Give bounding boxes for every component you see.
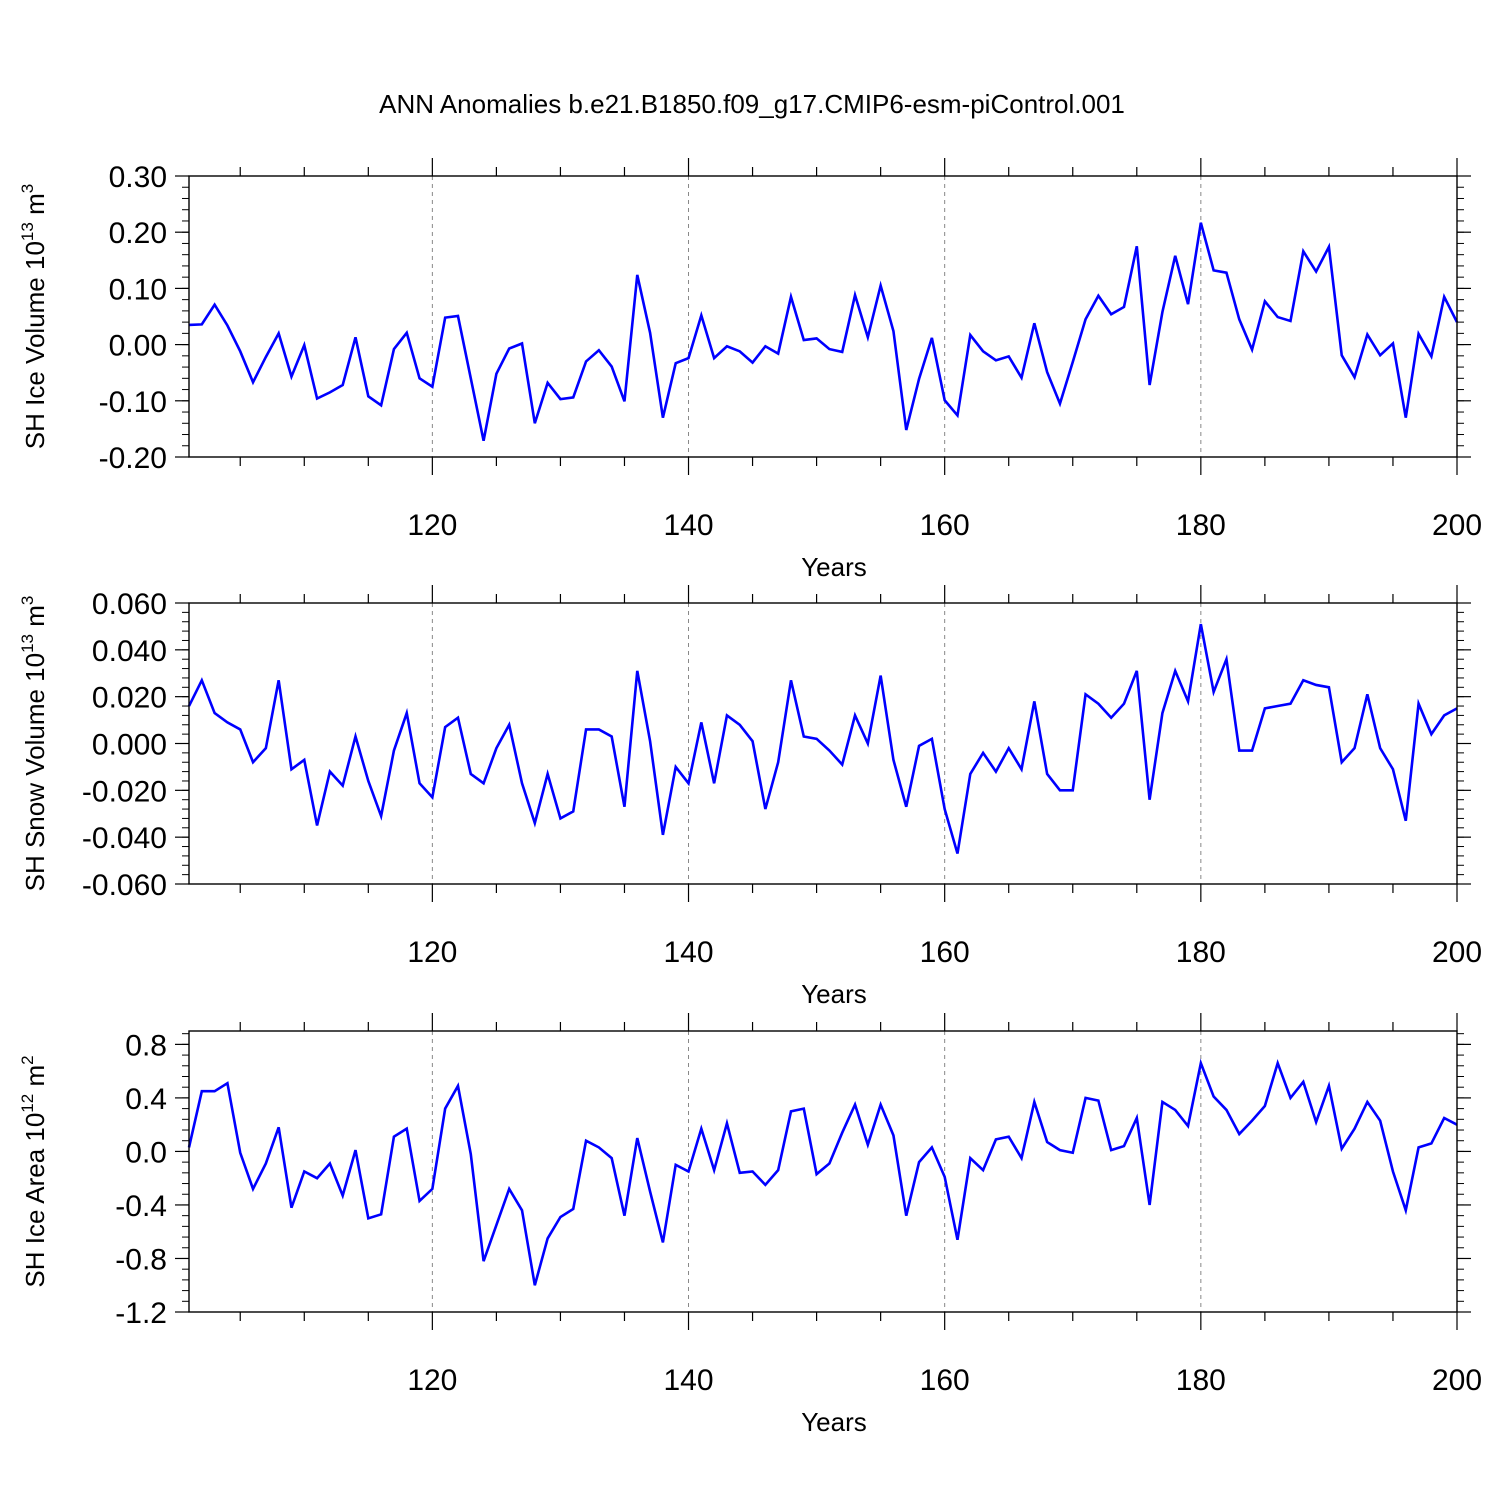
- x-tick-label: 120: [407, 936, 457, 969]
- y-tick-label: -0.10: [99, 386, 167, 419]
- plot-frame: [188, 175, 1458, 458]
- x-tick-label: 160: [920, 1364, 970, 1397]
- y-tick-label: 0.0: [125, 1136, 167, 1169]
- y-tick-label: 0.020: [92, 682, 167, 715]
- chart-title: ANN Anomalies b.e21.B1850.f09_g17.CMIP6-…: [379, 89, 1125, 119]
- y-tick-label: 0.00: [109, 330, 167, 363]
- y-tick-label: 0.30: [109, 161, 167, 194]
- x-tick-label: 180: [1176, 1364, 1226, 1397]
- y-tick-label: 0.8: [125, 1029, 167, 1062]
- x-tick-label: 200: [1432, 936, 1482, 969]
- x-tick-label: 120: [407, 1364, 457, 1397]
- x-tick-label: 140: [663, 509, 713, 542]
- y-tick-label: -0.8: [115, 1243, 167, 1276]
- y-tick-label: -1.2: [115, 1297, 167, 1330]
- y-tick-label: -0.20: [99, 442, 167, 475]
- plot-frame: [188, 602, 1458, 885]
- y-tick-label: -0.4: [115, 1190, 167, 1223]
- y-axis-label: SH Ice Volume 1013 m3: [18, 184, 50, 449]
- x-axis-label: Years: [801, 979, 867, 1009]
- plot-frame: [188, 1030, 1458, 1313]
- x-tick-label: 200: [1432, 1364, 1482, 1397]
- y-tick-label: 0.060: [92, 588, 167, 621]
- panel-3: 0.8 0.4 0.0 -0.4 -0.8 -1.2 120 140 160 180 200 Year…: [18, 1013, 1482, 1437]
- series-line: [188, 222, 1459, 441]
- y-axis-label: SH Snow Volume 1013 m3: [18, 596, 50, 892]
- x-axis-label: Years: [801, 1407, 867, 1437]
- x-axis-label: Years: [801, 552, 867, 582]
- panel-2: 0.060 0.040 0.020 0.000 -0.020 -0.040 -0.060 12…: [18, 585, 1482, 1009]
- y-tick-label: 0.10: [109, 273, 167, 306]
- series-line: [187, 1058, 1458, 1286]
- y-tick-label: -0.020: [82, 775, 167, 808]
- x-tick-label: 200: [1432, 509, 1482, 542]
- x-tick-label: 140: [663, 1364, 713, 1397]
- series-line: [187, 623, 1458, 854]
- y-tick-label: 0.4: [125, 1083, 167, 1116]
- y-tick-label: -0.060: [82, 869, 167, 902]
- y-tick-label: 0.000: [92, 729, 167, 762]
- x-tick-label: 160: [920, 936, 970, 969]
- x-tick-label: 140: [663, 936, 713, 969]
- y-tick-label: 0.040: [92, 635, 167, 668]
- y-tick-label: 0.20: [109, 217, 167, 250]
- y-tick-label: -0.040: [82, 822, 167, 855]
- x-tick-label: 160: [920, 509, 970, 542]
- x-tick-label: 120: [407, 509, 457, 542]
- panel-1: 0.30 0.20 0.10 0.00 -0.10 -0.20 120 140 160 180 20…: [18, 158, 1482, 582]
- panels: 0.30 0.20 0.10 0.00 -0.10 -0.20 120 140 160 180 20…: [18, 158, 1482, 1437]
- y-axis-label: SH Ice Area 1012 m2: [18, 1055, 50, 1287]
- x-tick-label: 180: [1176, 509, 1226, 542]
- x-tick-label: 180: [1176, 936, 1226, 969]
